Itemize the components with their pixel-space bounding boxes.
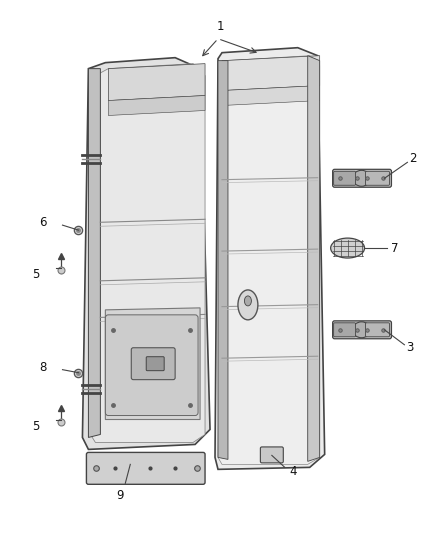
FancyBboxPatch shape — [260, 447, 283, 463]
Polygon shape — [88, 69, 100, 438]
Ellipse shape — [238, 290, 258, 320]
Polygon shape — [222, 86, 320, 106]
Text: 5: 5 — [32, 420, 39, 433]
FancyBboxPatch shape — [332, 321, 392, 339]
Text: 1: 1 — [216, 20, 224, 33]
Text: 3: 3 — [406, 341, 414, 354]
Polygon shape — [215, 47, 325, 470]
Text: 2: 2 — [410, 152, 417, 165]
Ellipse shape — [353, 171, 371, 186]
FancyBboxPatch shape — [106, 315, 198, 416]
Polygon shape — [218, 55, 320, 464]
Polygon shape — [108, 63, 205, 101]
Polygon shape — [222, 55, 320, 91]
FancyBboxPatch shape — [86, 453, 205, 484]
FancyBboxPatch shape — [366, 171, 389, 185]
Polygon shape — [218, 61, 228, 459]
FancyBboxPatch shape — [334, 323, 356, 337]
Text: 6: 6 — [39, 216, 46, 229]
FancyBboxPatch shape — [366, 323, 389, 337]
Text: 5: 5 — [32, 269, 39, 281]
Text: 4: 4 — [290, 465, 297, 478]
Ellipse shape — [353, 322, 371, 338]
FancyBboxPatch shape — [332, 169, 392, 187]
Text: 7: 7 — [392, 241, 399, 255]
Polygon shape — [82, 58, 210, 449]
Ellipse shape — [331, 238, 364, 258]
FancyBboxPatch shape — [131, 348, 175, 379]
FancyBboxPatch shape — [334, 171, 356, 185]
Polygon shape — [308, 55, 320, 462]
Polygon shape — [106, 308, 200, 419]
Ellipse shape — [244, 296, 251, 306]
Polygon shape — [90, 63, 205, 442]
Polygon shape — [108, 95, 205, 116]
Text: 9: 9 — [117, 489, 124, 502]
Text: 8: 8 — [39, 361, 46, 374]
FancyBboxPatch shape — [146, 357, 164, 370]
